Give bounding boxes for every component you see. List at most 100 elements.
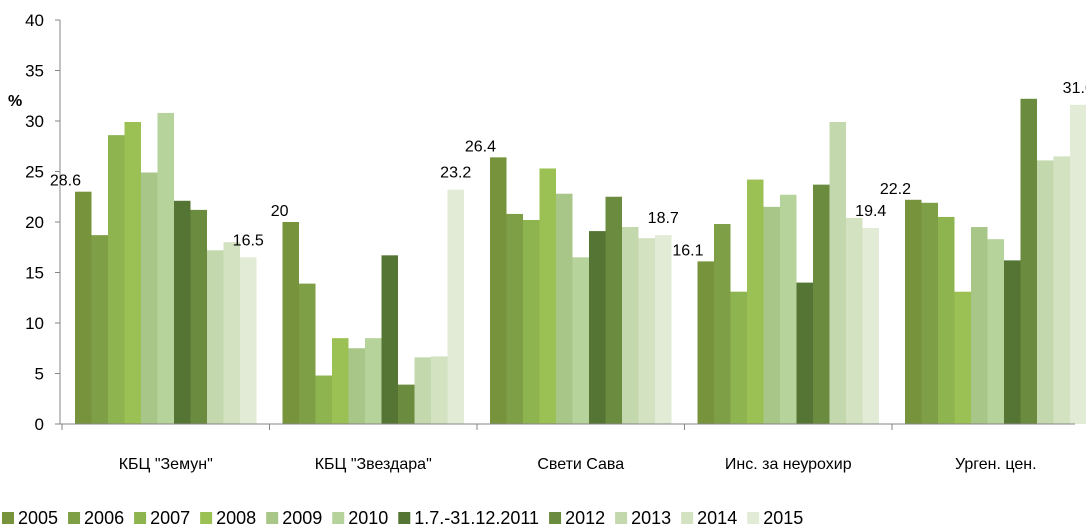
category-label: Свети Сава	[537, 456, 624, 473]
legend-swatch	[68, 512, 81, 524]
legend: 2005 2006 2007 2008 2009 2010 1.7.-31.12.2011 2…	[2, 508, 803, 528]
bar	[862, 228, 879, 424]
bar	[365, 338, 382, 424]
bar	[747, 179, 764, 424]
data-label: 20	[271, 203, 289, 220]
bar	[398, 384, 415, 424]
legend-swatch	[615, 512, 628, 524]
legend-label: 2009	[282, 508, 322, 528]
bar	[381, 255, 398, 424]
y-axis-label: %	[8, 93, 22, 110]
y-tick-label: 25	[25, 163, 44, 182]
bar	[697, 261, 714, 424]
legend-swatch	[549, 512, 562, 524]
legend-swatch	[2, 512, 14, 524]
bar	[207, 250, 224, 424]
y-tick-label: 30	[25, 112, 44, 131]
bar	[905, 199, 922, 424]
bar	[157, 112, 174, 425]
y-tick-label: 0	[35, 415, 44, 434]
bar	[1037, 160, 1054, 424]
bar	[414, 357, 431, 424]
bar	[714, 224, 731, 424]
bar	[846, 217, 863, 424]
bar	[1070, 104, 1086, 424]
bar	[987, 239, 1004, 424]
bar	[763, 206, 780, 424]
y-tick-label: 40	[25, 11, 44, 30]
data-label: 19.4	[855, 203, 886, 220]
bar	[971, 227, 988, 424]
data-label: 18.7	[648, 210, 679, 227]
data-labels: 28.6 16.5 20 23.2 26.4 18.7 16.1 19.4 22.2 31.6	[50, 80, 1086, 260]
data-label: 16.1	[672, 242, 703, 259]
y-tick-label: 5	[35, 365, 44, 384]
bar	[190, 209, 207, 424]
bar	[490, 157, 507, 425]
bar	[572, 257, 589, 424]
bar	[348, 348, 365, 424]
bar	[638, 238, 655, 424]
bar	[1053, 156, 1070, 424]
bar	[223, 242, 240, 424]
bar	[75, 191, 92, 424]
bar	[829, 122, 846, 424]
bar	[315, 375, 332, 424]
bar	[1004, 260, 1021, 424]
legend-swatch	[266, 512, 279, 524]
y-tick-label: 20	[25, 213, 44, 232]
bar	[523, 219, 540, 424]
data-label: 22.2	[880, 181, 911, 198]
legend-label: 2007	[150, 508, 190, 528]
bar	[938, 216, 955, 424]
y-tick-label: 10	[25, 314, 44, 333]
bar	[1020, 98, 1037, 424]
legend-label: 2005	[18, 508, 58, 528]
bar	[299, 283, 316, 424]
category-label: КБЦ "Земун"	[119, 456, 213, 473]
data-label: 23.2	[440, 165, 471, 182]
category-label: Урген. цен.	[955, 456, 1037, 473]
bar	[124, 122, 141, 424]
bar	[431, 356, 448, 424]
y-tick-label: 35	[25, 62, 44, 81]
category-label: КБЦ "Звездара"	[315, 456, 432, 473]
bar	[780, 194, 797, 424]
x-axis: КБЦ "Земун" КБЦ "Звездара" Свети Сава Инс. …	[60, 423, 1075, 473]
bar	[108, 135, 125, 424]
bar	[655, 235, 672, 424]
data-label: 16.5	[233, 232, 264, 249]
bar	[447, 189, 464, 424]
legend-label: 2012	[565, 508, 605, 528]
legend-label: 2006	[84, 508, 124, 528]
bar	[796, 282, 813, 424]
bar	[282, 222, 299, 424]
bar	[556, 193, 573, 424]
legend-swatch	[681, 512, 694, 524]
bar	[813, 184, 830, 424]
y-axis: 0 5 10 15 20 25 30 35 40	[25, 11, 61, 434]
legend-label: 2013	[631, 508, 671, 528]
data-label: 31.6	[1063, 80, 1086, 97]
bar	[332, 338, 349, 424]
bar	[589, 231, 606, 424]
legend-label: 1.7.-31.12.2011	[414, 508, 539, 528]
bar	[91, 235, 108, 424]
bar	[605, 196, 622, 424]
legend-swatch	[398, 512, 411, 524]
bar	[921, 202, 938, 424]
bars	[75, 98, 1086, 425]
legend-swatch	[200, 512, 213, 524]
category-label: Инс. за неурохир	[725, 456, 852, 473]
y-tick-label: 15	[25, 264, 44, 283]
legend-swatch	[747, 512, 760, 524]
legend-label: 2008	[216, 508, 256, 528]
bar	[141, 172, 158, 424]
bar	[954, 291, 971, 424]
bar	[506, 213, 523, 424]
bar	[240, 257, 257, 424]
bar	[622, 227, 639, 424]
legend-label: 2010	[348, 508, 388, 528]
data-label: 28.6	[50, 173, 81, 190]
